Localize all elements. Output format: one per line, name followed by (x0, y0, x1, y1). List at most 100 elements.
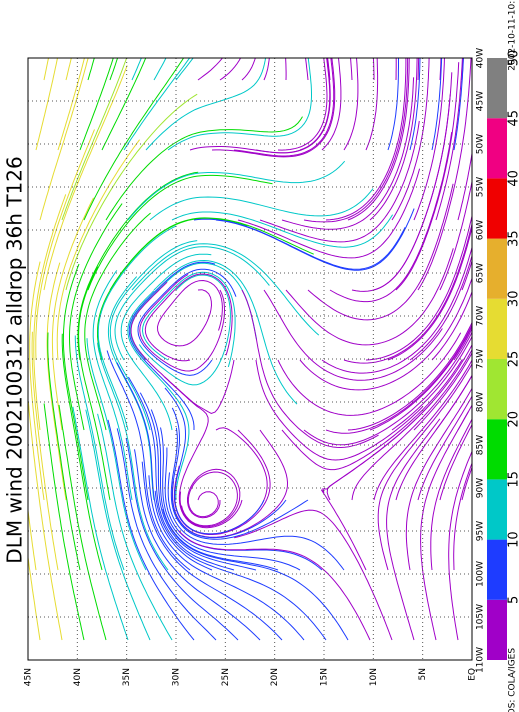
streamline (321, 58, 342, 151)
streamline (72, 406, 129, 641)
streamline (97, 217, 248, 361)
lat-label: EQ (468, 668, 478, 681)
lat-label: 15N (320, 668, 330, 686)
colorbar-label: 45 (507, 110, 519, 127)
streamline (351, 348, 472, 501)
streamline (181, 471, 238, 527)
streamline (299, 58, 331, 151)
streamline (164, 376, 243, 529)
lon-label: 100W (476, 561, 486, 587)
streamline (453, 58, 464, 151)
colorbar-label: 5 (507, 596, 519, 604)
streamline (241, 289, 379, 449)
lat-label: 5N (418, 668, 428, 680)
timestamp: 2002-10-11-10:58 (508, 0, 518, 71)
lon-label: 75W (476, 349, 486, 369)
streamline (109, 240, 198, 431)
map-title: DLM wind 2002100312 alldrop 36h T126 (3, 156, 27, 563)
streamline (33, 194, 67, 431)
streamline (373, 72, 453, 291)
streamline (114, 246, 270, 361)
streamline (395, 62, 460, 291)
colorbar-label: 50 (507, 50, 519, 67)
streamline (299, 276, 472, 391)
streamline (435, 374, 472, 431)
streamline (145, 58, 267, 151)
streamline (233, 58, 335, 157)
colorbar-swatch (487, 238, 507, 299)
streamline (215, 208, 415, 271)
streamline (127, 160, 346, 221)
colorbar-swatch (487, 298, 507, 359)
streamline (87, 58, 95, 81)
streamline (39, 58, 89, 221)
streamline (61, 58, 128, 221)
streamline (106, 350, 191, 571)
streamline (263, 58, 270, 81)
streamline (58, 404, 107, 641)
streamline (350, 58, 353, 81)
streamline (156, 279, 223, 347)
footer: GrADS: COLA/IGES (508, 648, 518, 712)
streamline (409, 58, 421, 151)
streamline (171, 407, 287, 539)
streamline (453, 327, 472, 361)
streamline (77, 171, 199, 361)
streamline (134, 449, 261, 641)
streamline (97, 225, 177, 431)
streamline (303, 331, 472, 446)
streamline (255, 359, 424, 461)
streamline (233, 509, 393, 641)
streamline (409, 254, 472, 361)
streamline (97, 413, 173, 641)
streamline (69, 203, 123, 431)
streamline (74, 335, 125, 571)
streamline (101, 58, 147, 151)
streamline (303, 58, 409, 223)
streamline (139, 273, 226, 372)
streamline (325, 58, 407, 221)
streamline (56, 139, 140, 361)
streamline (413, 351, 472, 431)
streamline (373, 359, 472, 501)
streamline (439, 58, 442, 81)
streamlines (28, 58, 472, 641)
streamline (219, 58, 242, 81)
streamline (448, 450, 472, 641)
colorbar-label: 30 (507, 291, 519, 308)
streamline (109, 217, 314, 291)
streamline (237, 168, 421, 259)
colorbar-swatch (487, 58, 507, 119)
streamline (170, 427, 309, 540)
streamline (85, 409, 151, 641)
streamline (154, 490, 327, 641)
streamline (259, 120, 420, 243)
streamline (174, 427, 268, 535)
graticule (28, 58, 472, 660)
streamline (417, 58, 472, 291)
lon-label: 70W (476, 306, 486, 326)
colorbar-label: 35 (507, 230, 519, 247)
lon-label: 55W (476, 177, 486, 197)
streamline (78, 266, 111, 501)
streamline (107, 276, 155, 501)
streamline (417, 58, 420, 81)
lon-label: 85W (476, 435, 486, 455)
colorbar-label: 25 (507, 351, 519, 368)
streamline (128, 261, 216, 430)
streamline (86, 338, 147, 571)
streamline (141, 271, 236, 368)
streamline (439, 423, 472, 501)
colorbar-swatch (487, 479, 507, 540)
streamline (461, 466, 472, 501)
streamline (149, 188, 374, 221)
streamline (255, 58, 331, 154)
streamline (125, 438, 239, 641)
streamline (130, 281, 235, 415)
streamline (386, 418, 441, 641)
streamline (343, 58, 359, 151)
streamline (405, 387, 472, 571)
colorbar-label: 20 (507, 411, 519, 428)
streamline (43, 58, 50, 81)
streamline (31, 331, 59, 571)
